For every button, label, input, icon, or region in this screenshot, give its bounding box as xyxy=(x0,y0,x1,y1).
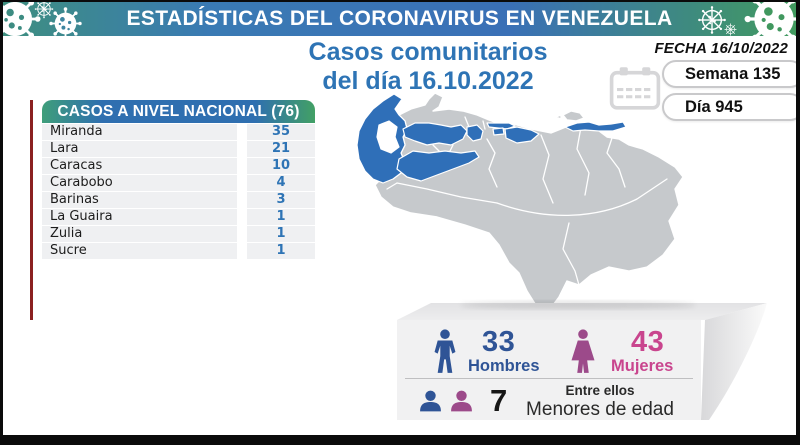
table-row: Miranda 35 xyxy=(42,124,315,140)
state-cases: 1 xyxy=(247,209,315,225)
cases-table: CASOS A NIVEL NACIONAL (76) Miranda 35 Lar… xyxy=(42,100,315,260)
table-row: Lara 21 xyxy=(42,141,315,157)
dia-pill: Día 945 xyxy=(662,93,796,121)
subtitle: Casos comunitarios del día 16.10.2022 xyxy=(273,38,583,96)
panel-3d-decor xyxy=(397,300,767,420)
state-name: Carabobo xyxy=(42,175,237,191)
women-label: Mujeres xyxy=(611,357,674,375)
state-name: La Guaira xyxy=(42,209,237,225)
table-row: Carabobo 4 xyxy=(42,175,315,191)
state-name: Sucre xyxy=(42,243,237,259)
page-title: ESTADÍSTICAS DEL CORONAVIRUS EN VENEZUEL… xyxy=(126,7,673,30)
state-name: Miranda xyxy=(42,124,237,140)
map-state-carabobo xyxy=(466,124,484,142)
infographic-page: ESTADÍSTICAS DEL CORONAVIRUS EN VENEZUEL… xyxy=(3,2,796,435)
girl-bust-icon xyxy=(451,390,472,412)
accent-red-line xyxy=(30,100,33,320)
table-row: Barinas 3 xyxy=(42,192,315,208)
dia-text: Día 945 xyxy=(685,98,743,116)
map-state-zulia xyxy=(356,93,408,184)
map-state-miranda xyxy=(504,126,540,144)
state-cases: 35 xyxy=(247,124,315,140)
men-count: 33 xyxy=(482,326,516,358)
semana-text: Semana 135 xyxy=(685,65,781,83)
state-cases: 3 xyxy=(247,192,315,208)
panel-divider xyxy=(405,378,693,379)
state-name: Zulia xyxy=(42,226,237,242)
woman-icon xyxy=(571,329,595,373)
map-state-caracas xyxy=(492,127,505,136)
table-row: Zulia 1 xyxy=(42,226,315,242)
state-cases: 1 xyxy=(247,226,315,242)
subtitle-line2: del día 16.10.2022 xyxy=(322,67,534,95)
cases-table-title: CASOS A NIVEL NACIONAL (76) xyxy=(42,100,315,123)
state-cases: 4 xyxy=(247,175,315,191)
minors-icons xyxy=(418,390,476,412)
map-state-lara xyxy=(402,122,468,146)
state-name: Caracas xyxy=(42,158,237,174)
state-cases: 21 xyxy=(247,141,315,157)
calendar-icon xyxy=(609,67,661,110)
table-row: Sucre 1 xyxy=(42,243,315,259)
map-island-coche xyxy=(555,114,562,120)
minors-intro: Entre ellos xyxy=(565,383,635,398)
minors-text: Entre ellos Menores de edad xyxy=(515,383,685,421)
state-name: Barinas xyxy=(42,192,237,208)
minors-label: Menores de edad xyxy=(526,399,674,420)
map-state-sucre xyxy=(564,121,627,132)
fecha-label: FECHA 16/10/2022 xyxy=(654,40,788,57)
women-count: 43 xyxy=(631,326,665,358)
venezuela-map xyxy=(356,92,684,314)
table-row: Caracas 10 xyxy=(42,158,315,174)
subtitle-line1: Casos comunitarios xyxy=(308,38,548,66)
table-body: Miranda 35 Lara 21 Caracas 10 Carabobo 4 Barinas… xyxy=(42,124,315,259)
semana-pill: Semana 135 xyxy=(662,60,796,88)
state-cases: 1 xyxy=(247,243,315,259)
header-banner: ESTADÍSTICAS DEL CORONAVIRUS EN VENEZUEL… xyxy=(3,2,796,36)
state-cases: 10 xyxy=(247,158,315,174)
state-name: Lara xyxy=(42,141,237,157)
man-icon xyxy=(434,329,456,373)
map-island-margarita xyxy=(562,110,585,122)
map-state-barinas xyxy=(396,150,480,182)
men-label: Hombres xyxy=(468,357,540,375)
minors-count: 7 xyxy=(490,383,508,418)
boy-bust-icon xyxy=(420,390,441,412)
table-row: La Guaira 1 xyxy=(42,209,315,225)
